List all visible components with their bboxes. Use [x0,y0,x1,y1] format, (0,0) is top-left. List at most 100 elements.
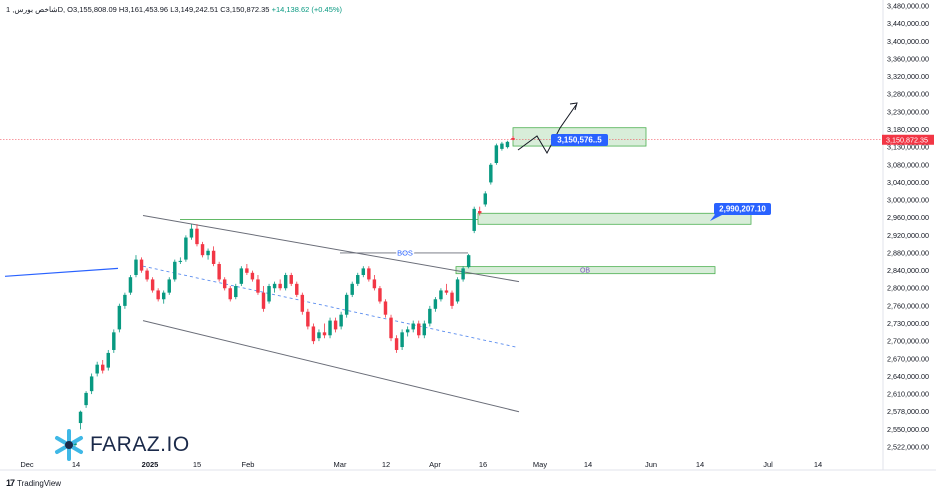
candle [78,410,83,430]
x-tick-label: 2025 [142,460,159,469]
candle-body [239,268,244,284]
candle-body [483,193,487,205]
level-price-label-bg [714,203,771,215]
candle-body [494,145,499,163]
level-price-label-text: 2,990,207.10 [719,205,766,214]
y-tick-label: 3,230,000.00 [887,107,929,116]
candle-body [195,228,199,245]
candle-body [356,275,360,284]
candle-body [394,338,399,350]
y-tick-label: 3,440,000.00 [887,19,929,28]
candle [145,268,149,282]
labels-layer: 3,150,576..5 2,990,207.10 3,150,872.35 [551,134,934,221]
candle [112,329,116,353]
candle [228,286,232,302]
x-tick-label: 12 [382,460,390,469]
x-tick-label: 14 [584,460,592,469]
x-tick-label: Apr [429,460,441,469]
candle [322,323,327,339]
candle-body [222,279,227,289]
candle-body [472,208,476,231]
candle [317,329,321,342]
candle [356,272,360,287]
candle [289,272,293,287]
candle-body [461,268,465,280]
candle [311,323,316,345]
candle [483,191,487,207]
x-tick-label: Jun [645,460,657,469]
candle-body [217,263,221,280]
low-value: L3,149,242.51 [170,5,219,14]
candle [200,241,205,258]
candle-body [250,272,255,280]
candle [328,317,332,339]
candle [139,257,144,273]
current-price-tag-text: 3,150,872.35 [886,135,928,144]
y-tick-label: 2,760,000.00 [887,301,929,310]
ob-label: OB [580,268,590,275]
current-price-tag: 3,150,872.35 [882,134,934,145]
candle [500,141,504,151]
x-tick-label: Feb [242,460,255,469]
candle-body [139,259,144,271]
candle [128,275,133,295]
high-value: H3,161,453.96 [118,5,169,14]
candle-body [200,244,205,256]
candle-body [295,283,299,295]
candle-body [511,138,515,140]
candle [267,283,271,304]
candle-body [78,411,83,424]
candle [350,281,354,298]
candle-body [500,143,504,149]
candle [161,290,166,304]
candle-body [450,292,454,306]
x-tick-label: 14 [696,460,704,469]
candle [272,281,277,293]
candle-body [361,268,366,276]
candle [167,277,171,295]
y-tick-label: 2,522,000.00 [887,443,929,452]
candle [295,281,299,298]
candle-body [466,255,471,268]
candle-body [161,292,166,300]
candle [101,359,105,374]
candle-body [211,250,216,264]
candle-body [178,260,183,262]
candle [306,308,310,330]
candle-body [112,332,116,350]
candle [505,140,510,149]
y-tick-label: 3,000,000.00 [887,196,929,205]
x-axis[interactable]: Dec 14 2025 15 Feb Mar 12 Apr 16 May 14 Jun 14 Jul 14 [0,460,936,471]
y-tick-label: 2,640,000.00 [887,372,929,381]
candle [394,335,399,353]
tradingview-footer[interactable]: 17 TradingView [6,478,61,488]
candle-body [278,283,282,289]
x-tick-label: Mar [334,460,347,469]
candle-body [101,364,105,371]
y-axis[interactable]: 3,480,000.00 3,440,000.00 3,400,000.00 3,36… [882,0,929,470]
candle-body [117,305,122,330]
candle [367,266,371,282]
candle [489,162,493,185]
candle [478,206,482,216]
candle-body [405,329,410,333]
candle [117,303,122,333]
candle-body [411,323,415,330]
x-tick-label: Jul [763,460,773,469]
candle [361,266,366,278]
change-value: +14,138.62 (+0.45%) [271,5,343,14]
candle-body [189,228,194,238]
tradingview-brand[interactable]: TradingView [17,478,62,488]
candle-body [378,288,382,302]
channel-lower-line [142,320,520,413]
candle [189,224,194,240]
candle-body [256,279,260,293]
y-tick-label: 2,840,000.00 [887,266,929,275]
candle-body [300,294,305,312]
open-value: O3,155,808.09 [67,5,117,14]
candle [184,235,188,262]
candle-body [228,288,232,300]
candle-body [322,332,327,336]
candle-body [156,290,160,300]
